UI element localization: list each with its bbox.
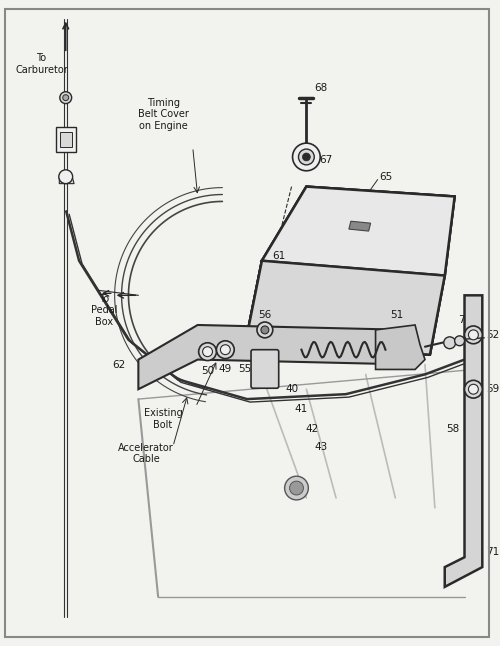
Polygon shape (262, 187, 454, 276)
Circle shape (464, 326, 482, 344)
Circle shape (198, 343, 216, 360)
Circle shape (257, 322, 273, 338)
Text: 43: 43 (314, 441, 328, 452)
Text: 51: 51 (390, 310, 404, 320)
Text: 71: 71 (486, 547, 500, 557)
Circle shape (216, 341, 234, 359)
Polygon shape (349, 221, 370, 231)
Circle shape (292, 143, 320, 171)
Circle shape (468, 330, 478, 340)
Polygon shape (262, 187, 454, 276)
Text: Timing
Belt Cover
on Engine: Timing Belt Cover on Engine (138, 98, 188, 131)
Text: 62: 62 (112, 360, 125, 370)
Circle shape (63, 95, 68, 101)
Text: 61: 61 (272, 251, 285, 261)
Text: To
Pedal
Box: To Pedal Box (90, 293, 117, 327)
Polygon shape (60, 132, 72, 147)
Text: 42: 42 (306, 424, 319, 433)
Polygon shape (56, 127, 76, 152)
Text: 59: 59 (486, 384, 500, 394)
Text: 55: 55 (238, 364, 252, 375)
Text: Accelerator
Cable: Accelerator Cable (118, 443, 174, 464)
Text: 49: 49 (218, 364, 232, 375)
Polygon shape (444, 295, 482, 587)
Circle shape (464, 380, 482, 398)
Circle shape (220, 345, 230, 355)
Text: 68: 68 (314, 83, 328, 93)
FancyBboxPatch shape (251, 349, 278, 388)
Circle shape (60, 92, 72, 103)
Polygon shape (60, 177, 74, 183)
Text: 40: 40 (285, 384, 298, 394)
Polygon shape (138, 325, 410, 390)
Circle shape (284, 476, 308, 500)
Circle shape (302, 153, 310, 161)
Text: To
Carburetor: To Carburetor (15, 53, 68, 75)
Text: 65: 65 (379, 172, 392, 182)
Text: 56: 56 (258, 310, 272, 320)
Text: 50: 50 (201, 366, 214, 377)
Polygon shape (245, 261, 444, 355)
Text: 41: 41 (295, 404, 308, 414)
Text: 67: 67 (320, 155, 333, 165)
Circle shape (261, 326, 269, 334)
Text: 70: 70 (458, 315, 471, 325)
Polygon shape (376, 325, 425, 370)
Text: 58: 58 (446, 424, 460, 433)
Circle shape (298, 149, 314, 165)
Circle shape (444, 337, 456, 349)
Circle shape (202, 347, 212, 357)
Circle shape (290, 481, 304, 495)
Circle shape (59, 170, 72, 183)
Text: 52: 52 (486, 330, 500, 340)
Polygon shape (245, 261, 444, 355)
Text: Existing
Bolt: Existing Bolt (144, 408, 182, 430)
Circle shape (468, 384, 478, 394)
Circle shape (454, 336, 464, 346)
